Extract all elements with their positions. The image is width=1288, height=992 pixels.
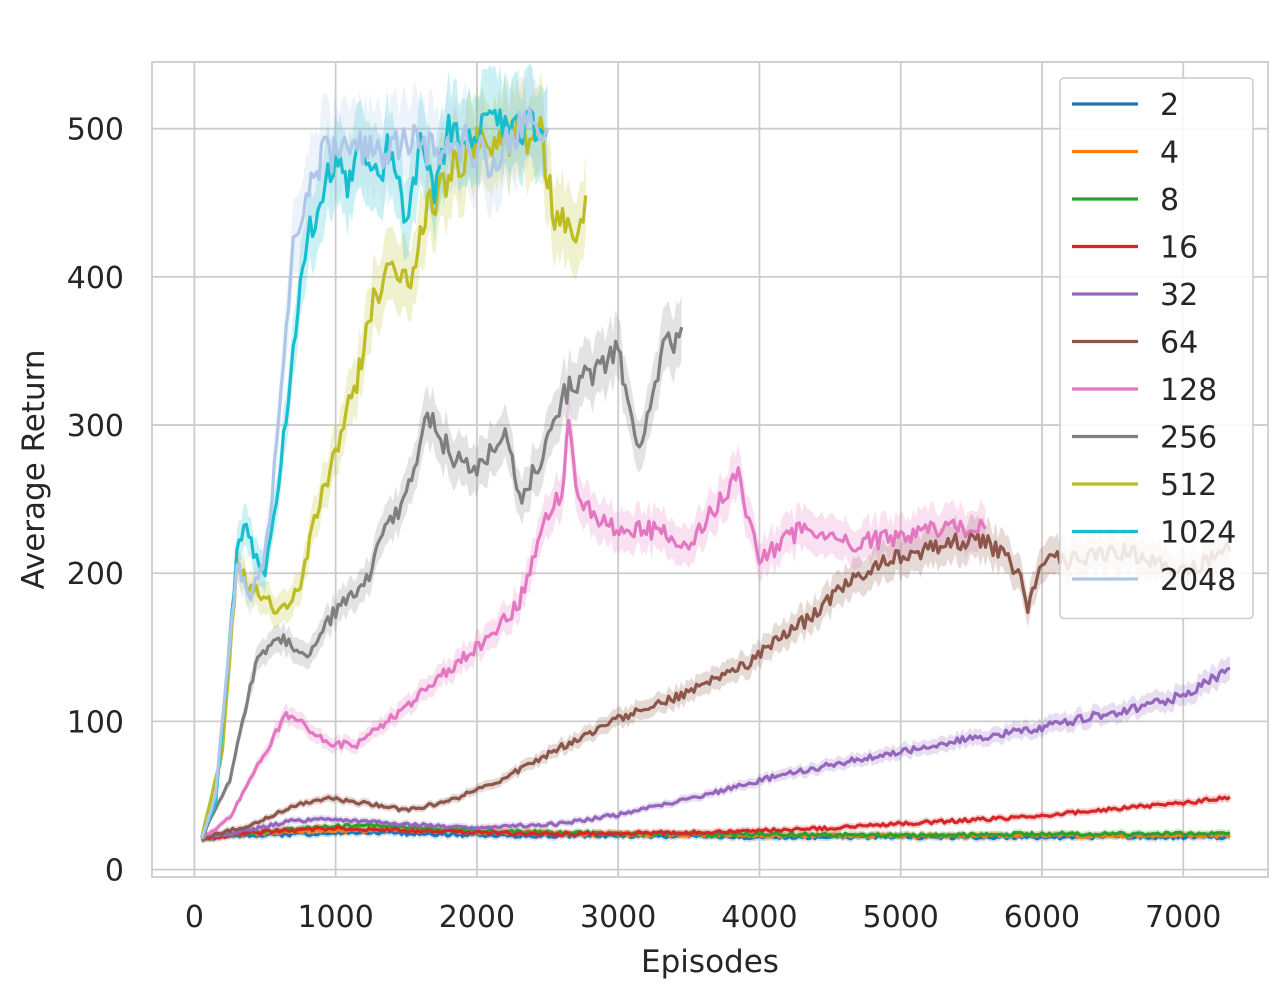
legend-label: 2 xyxy=(1160,88,1179,123)
legend-item-512: 512 xyxy=(1072,468,1217,503)
legend-item-2: 2 xyxy=(1072,88,1179,123)
y-tick-label: 500 xyxy=(67,113,124,148)
legend-label: 32 xyxy=(1160,278,1198,313)
legend-label: 2048 xyxy=(1160,563,1236,598)
legend-item-2048: 2048 xyxy=(1072,563,1236,598)
x-tick-label: 5000 xyxy=(863,900,939,935)
legend-item-64: 64 xyxy=(1072,326,1198,361)
y-tick-label: 400 xyxy=(67,261,124,296)
series-line-32 xyxy=(200,666,1231,841)
y-tick-label: 0 xyxy=(105,854,124,889)
x-tick-label: 4000 xyxy=(721,900,797,935)
series-line-64 xyxy=(200,532,1232,841)
series-line-256 xyxy=(200,326,684,840)
series-line-8 xyxy=(201,822,1231,841)
series-band-32 xyxy=(201,656,1230,843)
y-tick-label: 100 xyxy=(67,705,124,740)
series-band-512 xyxy=(201,72,586,843)
legend-item-32: 32 xyxy=(1072,278,1198,313)
x-tick-label: 7000 xyxy=(1145,900,1221,935)
legend: 2 4 8 16 32 64 128 256 512 1024 2048 xyxy=(1059,77,1254,620)
y-tick-label: 300 xyxy=(67,409,124,444)
legend-item-8: 8 xyxy=(1072,183,1179,218)
legend-label: 4 xyxy=(1160,136,1179,171)
legend-item-4: 4 xyxy=(1072,136,1179,171)
legend-label: 128 xyxy=(1160,373,1217,408)
y-tick-label: 200 xyxy=(67,557,124,592)
legend-label: 256 xyxy=(1160,421,1217,456)
x-tick-label: 6000 xyxy=(1004,900,1080,935)
series-line-16 xyxy=(200,795,1231,841)
x-tick-label: 2000 xyxy=(439,900,515,935)
y-axis-ticks: 0 100 200 300 400 500 xyxy=(67,113,124,889)
legend-item-128: 128 xyxy=(1072,373,1217,408)
legend-label: 16 xyxy=(1160,231,1198,266)
x-axis-label: Episodes xyxy=(641,944,779,980)
legend-item-256: 256 xyxy=(1072,421,1217,456)
legend-item-16: 16 xyxy=(1072,231,1198,266)
legend-label: 1024 xyxy=(1160,516,1236,551)
legend-label: 512 xyxy=(1160,468,1217,503)
legend-item-1024: 1024 xyxy=(1072,516,1236,551)
plot-area-frame xyxy=(151,61,1269,878)
series-lines xyxy=(199,106,1232,841)
x-tick-label: 1000 xyxy=(297,900,373,935)
legend-label: 64 xyxy=(1160,326,1198,361)
x-tick-label: 0 xyxy=(185,900,204,935)
x-axis-ticks: 0 1000 2000 3000 4000 5000 6000 7000 xyxy=(185,900,1222,935)
series-line-2048 xyxy=(199,106,549,840)
x-tick-label: 3000 xyxy=(580,900,656,935)
series-line-128 xyxy=(200,418,987,840)
y-axis-label: Average Return xyxy=(16,349,52,589)
legend-label: 8 xyxy=(1160,183,1179,218)
